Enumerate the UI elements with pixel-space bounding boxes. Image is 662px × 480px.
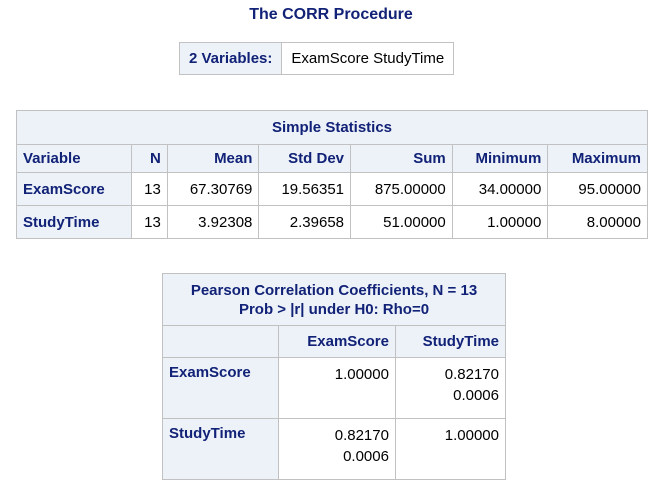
page-title: The CORR Procedure	[249, 6, 413, 23]
variables-label: 2 Variables:	[178, 42, 283, 75]
column-header-studytime: StudyTime	[394, 325, 507, 358]
cell-minimum: 1.00000	[451, 205, 549, 239]
corner-cell	[161, 325, 280, 358]
row-header-variable: ExamScore	[16, 172, 132, 206]
pearson-correlation-table: Pearson Correlation Coefficients, N = 13…	[161, 273, 507, 480]
p-value: 0.0006	[343, 448, 389, 465]
column-header-n: N	[130, 144, 168, 173]
cell-sum: 875.00000	[350, 172, 453, 206]
table-row: ExamScore 13 67.30769 19.56351 875.00000…	[16, 172, 648, 206]
cell-mean: 67.30769	[166, 172, 260, 206]
row-header-variable: StudyTime	[161, 418, 280, 480]
column-header-minimum: Minimum	[451, 144, 549, 173]
table-row: StudyTime 13 3.92308 2.39658 51.00000 1.…	[16, 205, 648, 239]
cell-n: 13	[130, 172, 168, 206]
cell-maximum: 8.00000	[547, 205, 648, 239]
variables-value: ExamScore StudyTime	[281, 42, 455, 75]
pearson-caption-line-1: Pearson Correlation Coefficients, N = 13	[190, 282, 478, 299]
column-header-mean: Mean	[166, 144, 260, 173]
correlation-cell: 1.00000	[278, 357, 396, 419]
row-header-variable: ExamScore	[161, 357, 280, 419]
cell-minimum: 34.00000	[451, 172, 549, 206]
cell-sum: 51.00000	[350, 205, 453, 239]
cell-std-dev: 2.39658	[258, 205, 352, 239]
p-value: 0.0006	[453, 387, 499, 404]
variables-table: 2 Variables: ExamScore StudyTime	[178, 42, 455, 75]
pearson-caption: Pearson Correlation Coefficients, N = 13…	[162, 273, 506, 326]
simple-statistics-caption: Simple Statistics	[16, 110, 648, 145]
correlation-coefficient: 0.82170	[334, 427, 389, 444]
column-header-std-dev: Std Dev	[258, 144, 352, 173]
column-header-examscore: ExamScore	[278, 325, 396, 358]
table-row: ExamScore 1.00000 0.82170 0.0006	[161, 357, 507, 419]
column-header-maximum: Maximum	[547, 144, 648, 173]
correlation-coefficient: 0.82170	[444, 366, 499, 383]
cell-n: 13	[130, 205, 168, 239]
pearson-caption-line-2: Prob > |r| under H0: Rho=0	[238, 301, 430, 318]
correlation-coefficient: 1.00000	[444, 427, 499, 444]
correlation-cell: 0.82170 0.0006	[278, 418, 396, 480]
column-header-variable: Variable	[16, 144, 132, 173]
row-header-variable: StudyTime	[16, 205, 132, 239]
cell-std-dev: 19.56351	[258, 172, 352, 206]
correlation-cell: 1.00000	[394, 418, 507, 480]
correlation-cell: 0.82170 0.0006	[394, 357, 507, 419]
column-header-sum: Sum	[350, 144, 453, 173]
table-row: StudyTime 0.82170 0.0006 1.00000	[161, 418, 507, 480]
cell-mean: 3.92308	[166, 205, 260, 239]
cell-maximum: 95.00000	[547, 172, 648, 206]
simple-statistics-table: Simple Statistics Variable N Mean Std De…	[16, 110, 648, 239]
correlation-coefficient: 1.00000	[334, 366, 389, 383]
